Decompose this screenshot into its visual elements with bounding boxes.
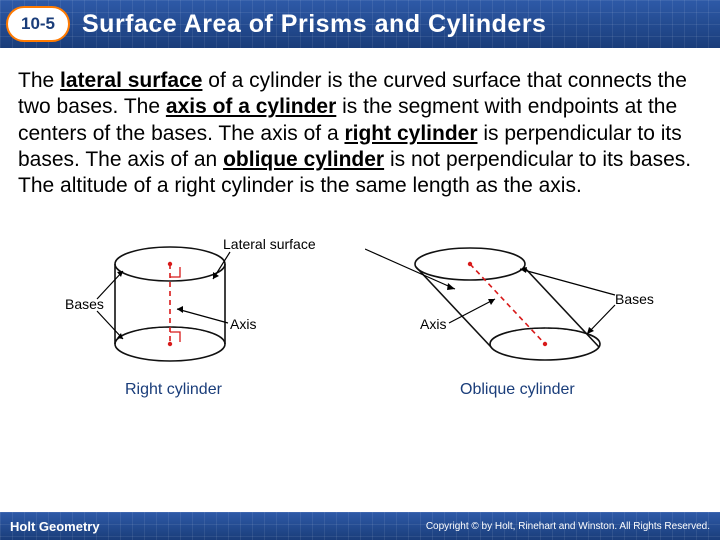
header-bar: 10-5 Surface Area of Prisms and Cylinder…: [0, 0, 720, 48]
right-cylinder-diagram: Bases Axis Lateral surfaces Right cylind…: [55, 219, 315, 414]
bases-label-oblique: Bases: [615, 291, 654, 307]
page-title: Surface Area of Prisms and Cylinders: [82, 10, 546, 39]
footer-brand: Holt Geometry: [10, 519, 100, 534]
section-badge: 10-5: [6, 6, 70, 42]
lateral-label: Lateral surfaces: [223, 236, 315, 252]
footer-copyright: Copyright © by Holt, Rinehart and Winsto…: [426, 521, 710, 532]
oblique-cylinder-diagram: Axis Bases Oblique cylinder: [365, 219, 665, 414]
paragraph-text: The lateral surface of a cylinder is the…: [18, 69, 691, 197]
section-number: 10-5: [21, 14, 55, 34]
oblique-cylinder-caption: Oblique cylinder: [460, 381, 575, 398]
footer-bar: Holt Geometry Copyright © by Holt, Rineh…: [0, 512, 720, 540]
axis-label-oblique: Axis: [420, 316, 446, 332]
body-paragraph: The lateral surface of a cylinder is the…: [0, 48, 720, 209]
diagram-area: Bases Axis Lateral surfaces Right cylind…: [0, 219, 720, 414]
axis-label-right: Axis: [230, 316, 256, 332]
right-cylinder-caption: Right cylinder: [125, 381, 223, 398]
